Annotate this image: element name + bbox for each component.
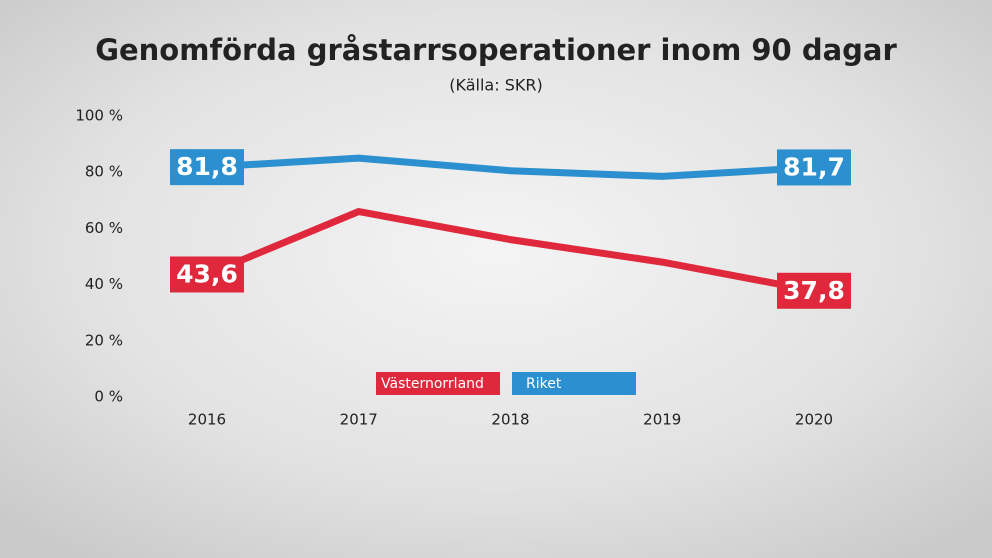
value-label: 81,8: [176, 152, 238, 181]
y-tick-label: 0 %: [94, 388, 123, 406]
value-label-box: [777, 149, 851, 186]
legend-swatch: [512, 372, 636, 395]
x-tick-label: 2020: [795, 411, 833, 429]
legend-label: Västernorrland: [381, 376, 484, 392]
value-label-box: [170, 149, 244, 186]
x-tick-label: 2016: [188, 411, 226, 429]
x-tick-label: 2018: [491, 411, 529, 429]
y-tick-label: 40 %: [85, 275, 123, 293]
series-line: [205, 208, 815, 295]
value-label: 37,8: [783, 276, 845, 305]
series-line: [206, 154, 815, 180]
y-tick-label: 20 %: [85, 331, 123, 349]
legend-label: Riket: [526, 376, 562, 392]
value-label-box: [170, 256, 244, 293]
chart-subtitle: (Källa: SKR): [449, 76, 542, 95]
chart-title: Genomförda gråstarrsoperationer inom 90 …: [95, 33, 897, 67]
y-tick-label: 60 %: [85, 219, 123, 237]
value-label-box: [777, 272, 851, 309]
y-tick-label: 80 %: [85, 163, 123, 181]
x-tick-label: 2019: [643, 411, 681, 429]
legend-swatch: [376, 372, 500, 395]
value-label: 43,6: [176, 259, 238, 288]
x-tick-label: 2017: [340, 411, 378, 429]
y-tick-label: 100 %: [75, 107, 123, 125]
value-label: 81,7: [783, 152, 845, 181]
